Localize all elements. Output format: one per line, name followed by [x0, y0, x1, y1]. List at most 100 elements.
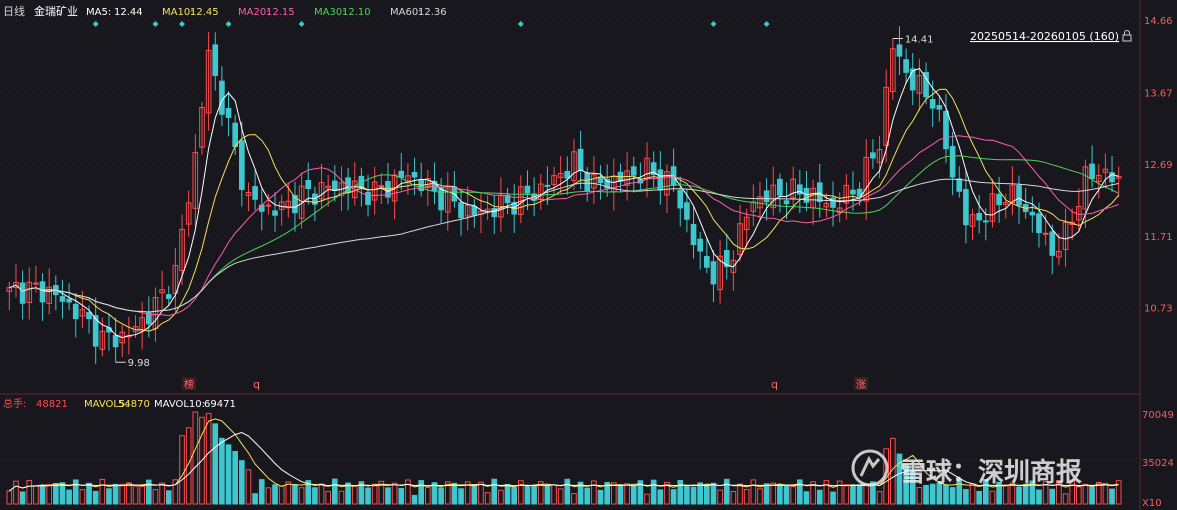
- volume-bar: [1089, 485, 1095, 505]
- volume-bar: [219, 437, 225, 505]
- candle-body: [79, 309, 86, 317]
- volume-bar: [391, 482, 398, 505]
- vol-tick-mid: 35024: [1142, 458, 1174, 469]
- candle-body: [199, 106, 205, 148]
- candle-body: [285, 200, 292, 209]
- ma-legend-label: MA5:: [86, 7, 111, 18]
- volume-bar: [159, 482, 165, 505]
- candle-body: [909, 68, 916, 91]
- volume-value: 48821: [36, 399, 68, 410]
- candle-body: [577, 148, 584, 171]
- marker-q2: q: [771, 378, 778, 391]
- volume-bar: [265, 487, 272, 505]
- volume-bar: [278, 485, 285, 505]
- candle-body: [205, 50, 212, 114]
- candle-body: [292, 195, 298, 214]
- volume-bar: [431, 482, 438, 505]
- volume-bar: [106, 488, 112, 505]
- volume-bar: [963, 489, 969, 505]
- candle-body: [265, 204, 272, 207]
- ma-line-ma60: [9, 178, 1119, 313]
- volume-bar: [863, 483, 870, 505]
- event-diamond: [298, 21, 305, 27]
- volume-bar: [936, 482, 943, 505]
- candle-body: [1049, 231, 1056, 256]
- candle-body: [139, 317, 146, 332]
- candle-body: [26, 281, 33, 304]
- volume-bar: [544, 485, 551, 505]
- lock-icon[interactable]: [1122, 30, 1132, 42]
- volume-bar: [172, 479, 179, 505]
- volume-bar: [889, 437, 896, 505]
- candle-body: [165, 294, 172, 299]
- volume-bar: [1062, 493, 1069, 505]
- candle-body: [365, 191, 371, 205]
- candle-body: [1002, 202, 1009, 205]
- volume-bar: [145, 479, 152, 505]
- volume-bar: [617, 485, 624, 505]
- candle-body: [664, 171, 670, 196]
- candle-body: [99, 330, 106, 350]
- volume-bar: [996, 481, 1002, 505]
- candle-body: [318, 182, 325, 200]
- candle-body: [591, 174, 597, 189]
- candle-body: [790, 178, 797, 199]
- ma-line-ma20: [9, 135, 1119, 317]
- volume-bar: [252, 493, 258, 505]
- volume-bar: [331, 478, 338, 505]
- volume-bar: [750, 479, 757, 505]
- volume-bar: [551, 484, 557, 505]
- volume-bar: [949, 487, 956, 505]
- candle-body: [717, 255, 723, 291]
- volume-bar: [444, 481, 451, 505]
- candle-body: [816, 182, 823, 203]
- volume-bar: [66, 489, 72, 505]
- volume-bar: [557, 488, 564, 505]
- volume-bar: [1036, 489, 1042, 505]
- candle-body: [896, 44, 903, 57]
- candle-body: [777, 178, 783, 196]
- ma-lines: [9, 67, 1120, 339]
- volume-bar: [371, 483, 378, 505]
- event-diamond: [225, 21, 232, 27]
- volume-bar: [285, 481, 292, 505]
- mavol5-label: MAVOL5:: [84, 399, 129, 410]
- volume-bar: [524, 485, 531, 505]
- volume-bar: [478, 481, 484, 505]
- volume-bar: [777, 483, 783, 505]
- volume-bar: [597, 489, 604, 505]
- ma-legend-value: 12.44: [114, 7, 143, 18]
- volume-bar: [664, 481, 670, 505]
- volume-bar: [1042, 481, 1049, 505]
- volume-bar: [703, 484, 710, 505]
- candle-body: [796, 184, 803, 195]
- volume-label: 总手:: [3, 397, 26, 410]
- ma-legend-value: 12.45: [190, 7, 219, 18]
- volume-bar: [1049, 488, 1056, 505]
- candle-body: [823, 202, 830, 208]
- candle-body: [1056, 250, 1062, 258]
- candle-body: [1029, 211, 1036, 216]
- volume-bar: [1075, 486, 1082, 505]
- volume-bar: [378, 480, 385, 505]
- volume-bar: [232, 450, 239, 505]
- volume-bar: [577, 481, 584, 505]
- volume-bar: [192, 411, 199, 505]
- candle-body: [1042, 232, 1049, 235]
- volume-bar: [79, 489, 86, 505]
- candle-body: [1109, 172, 1115, 183]
- volume-bar: [650, 479, 657, 505]
- volume-bar: [803, 491, 810, 505]
- volume-bar: [1095, 481, 1102, 505]
- candle-body: [225, 108, 232, 118]
- volume-bar: [896, 453, 903, 505]
- volume-bar: [723, 478, 730, 505]
- candle-body: [471, 205, 478, 216]
- volume-bar: [517, 480, 524, 505]
- volume-bar: [26, 479, 33, 505]
- date-range[interactable]: 20250514-20260105 (160): [970, 30, 1119, 43]
- volume-bar: [99, 478, 106, 505]
- event-markers: [92, 21, 770, 27]
- candle-body: [624, 170, 630, 186]
